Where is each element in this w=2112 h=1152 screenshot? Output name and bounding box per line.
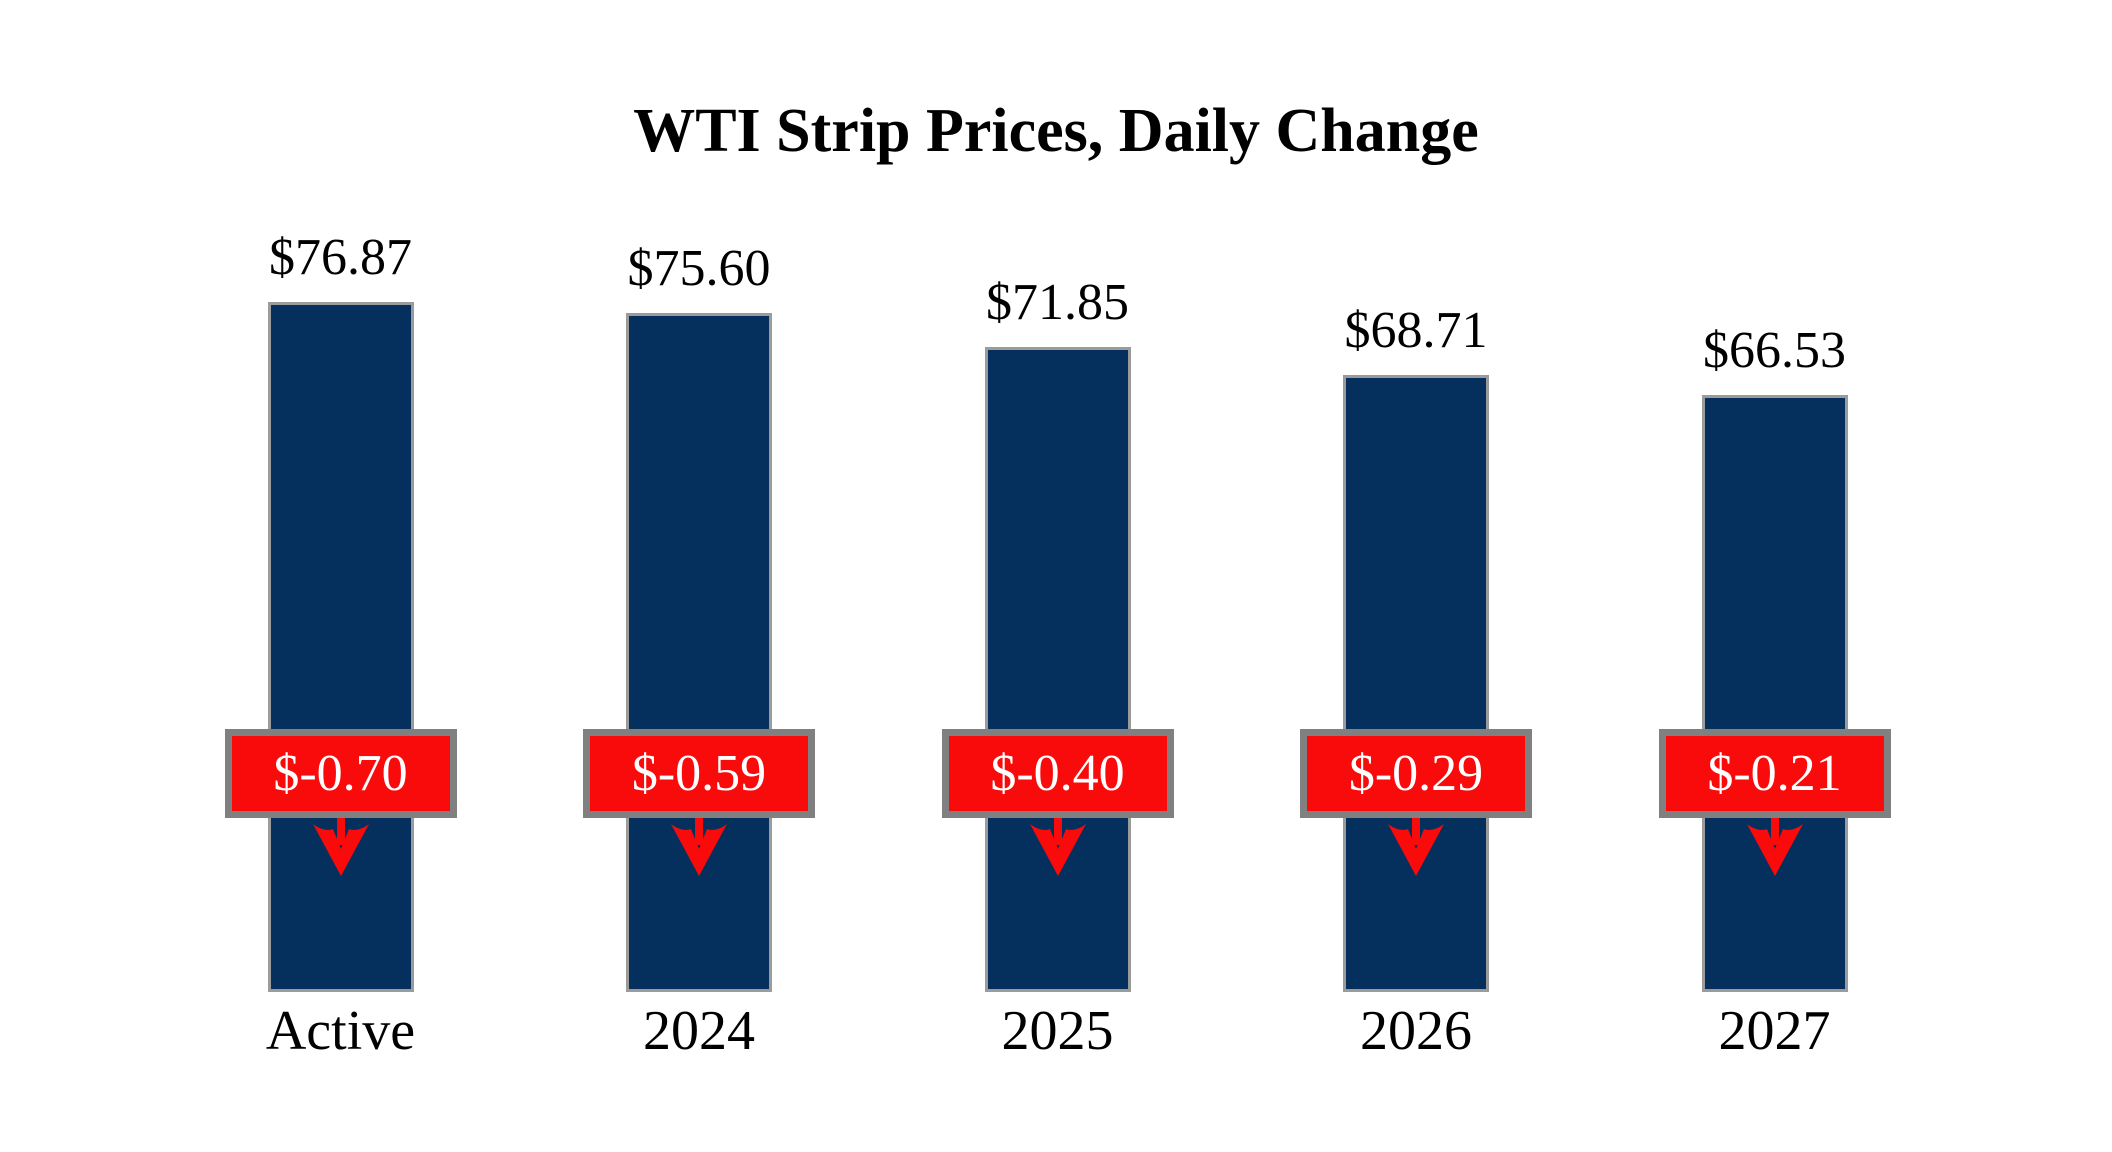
- price-label: $68.71: [1344, 302, 1488, 359]
- daily-change-value: $-0.21: [1707, 745, 1842, 802]
- bar: [984, 347, 1131, 992]
- daily-change-badge: $-0.59: [583, 729, 815, 818]
- chart-title: WTI Strip Prices, Daily Change: [633, 97, 1479, 165]
- bar: [626, 313, 772, 992]
- daily-change-badge: $-0.40: [941, 729, 1174, 818]
- price-label: $66.53: [1703, 322, 1846, 379]
- daily-change-value: $-0.40: [990, 745, 1125, 802]
- daily-change-badge: $-0.21: [1658, 729, 1891, 818]
- down-arrow-icon: [670, 818, 728, 876]
- bar: [1343, 375, 1489, 992]
- daily-change-badge: $-0.70: [224, 729, 457, 818]
- down-arrow-icon: [1029, 818, 1087, 876]
- category-label: Active: [265, 1000, 416, 1062]
- down-arrow-icon: [312, 818, 370, 876]
- bar: [1701, 395, 1848, 992]
- down-arrow-icon: [1746, 818, 1804, 876]
- price-label: $71.85: [986, 274, 1129, 331]
- daily-change-badge: $-0.29: [1300, 729, 1532, 818]
- price-label: $75.60: [627, 240, 771, 297]
- daily-change-value: $-0.29: [1348, 745, 1484, 802]
- daily-change-value: $-0.59: [631, 745, 767, 802]
- daily-change-value: $-0.70: [273, 745, 408, 802]
- category-label: 2024: [643, 1000, 755, 1062]
- category-label: 2027: [1718, 1000, 1831, 1062]
- down-arrow-icon: [1387, 818, 1445, 876]
- price-label: $76.87: [269, 229, 412, 286]
- bar: [267, 302, 414, 992]
- category-label: 2025: [1001, 1000, 1114, 1062]
- category-label: 2026: [1360, 1000, 1472, 1062]
